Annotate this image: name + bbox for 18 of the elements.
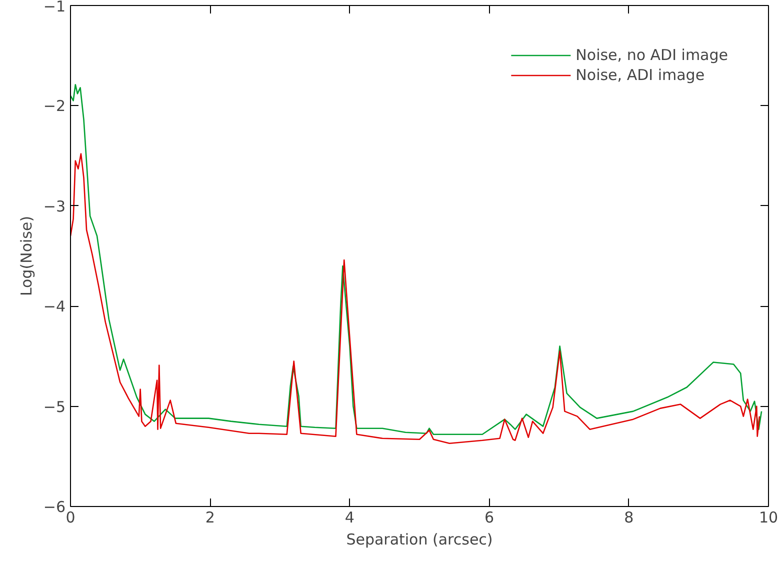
legend-label: Noise, ADI image (576, 66, 705, 84)
y-tick-label: −6 (43, 498, 66, 516)
x-tick-label: 6 (484, 508, 494, 526)
line-series (70, 153, 760, 444)
y-tick-label: −5 (43, 398, 66, 416)
legend-label: Noise, no ADI image (576, 46, 728, 64)
y-tick-label: −2 (43, 97, 66, 116)
y-tick-label: −3 (43, 197, 66, 216)
y-tick-label: −4 (43, 298, 66, 316)
x-tick-label: 4 (344, 508, 354, 526)
x-axis-title: Separation (arcsec) (346, 530, 493, 548)
x-tick-label: 8 (624, 508, 634, 526)
y-tick-label: −1 (43, 0, 66, 16)
x-tick-label: 10 (758, 508, 778, 526)
x-tick-label: 0 (66, 508, 76, 526)
x-tick-label: 2 (205, 508, 215, 526)
y-axis-title: Log(Noise) (17, 216, 36, 296)
line-series (70, 84, 762, 436)
